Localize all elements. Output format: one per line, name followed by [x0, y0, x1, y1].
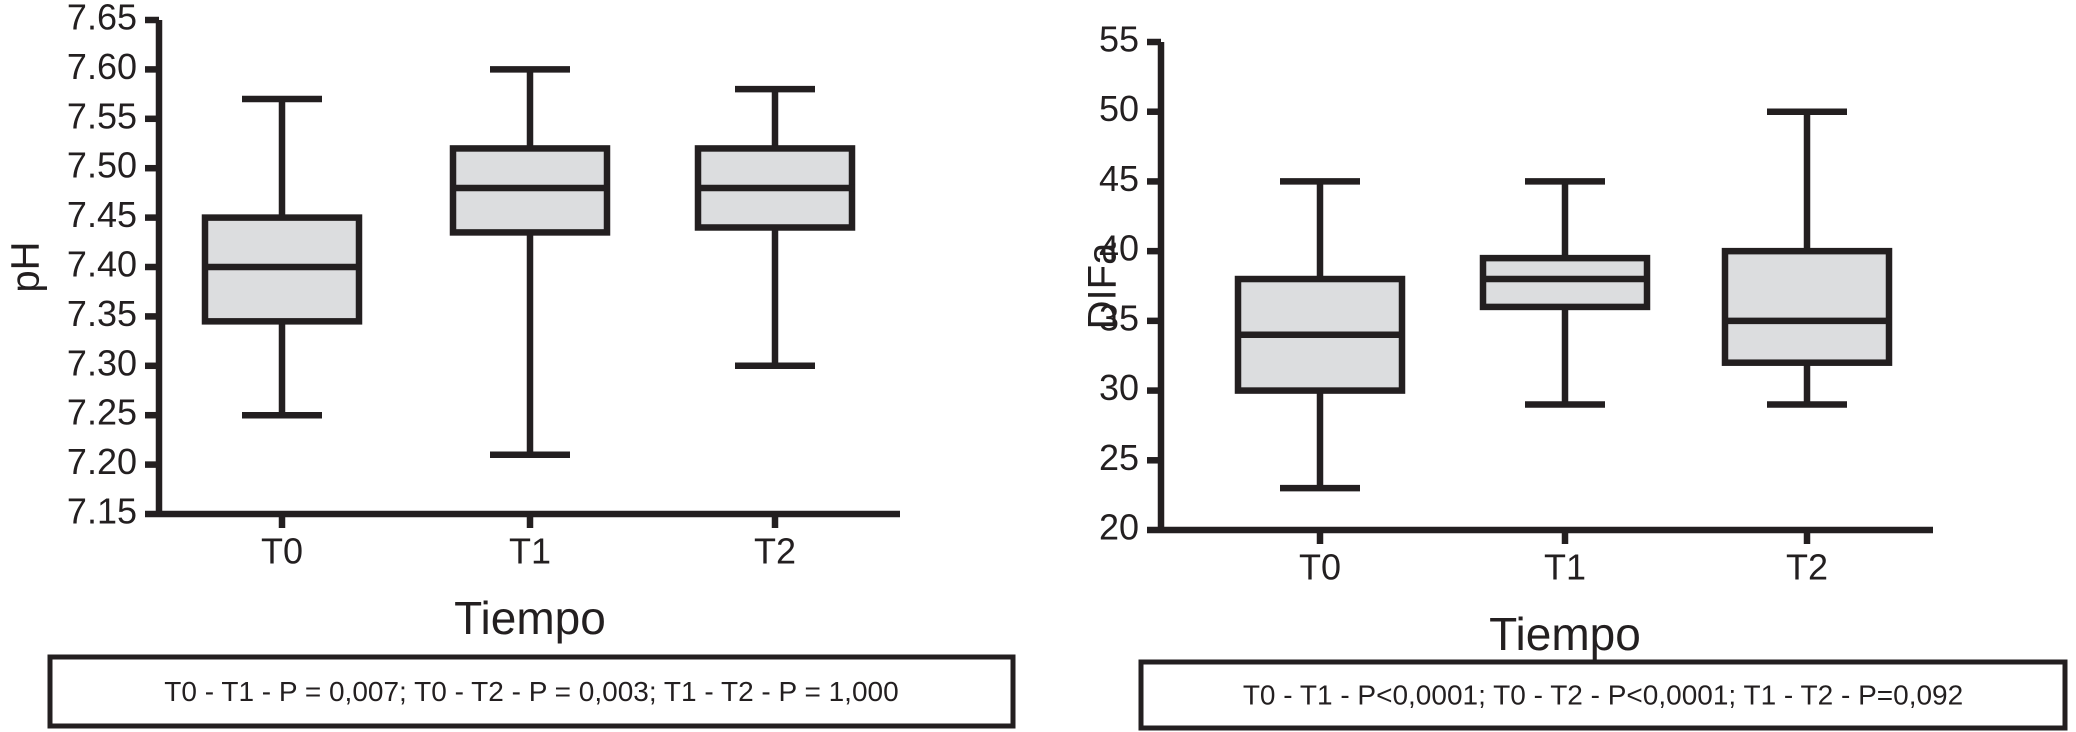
y-tick-label: 7.65: [67, 0, 137, 38]
x-tick-label: T2: [754, 531, 796, 572]
y-tick-label: 7.35: [67, 293, 137, 334]
x-axis-title: Tiempo: [454, 592, 606, 644]
y-tick-label: 7.25: [67, 392, 137, 433]
note-box: [1138, 659, 2068, 731]
y-tick-label: 7.55: [67, 95, 137, 136]
box: [1721, 247, 1893, 366]
y-tick-label: 7.45: [67, 194, 137, 235]
box: [1479, 254, 1651, 311]
x-tick-label: T0: [1299, 547, 1341, 588]
y-tick-label: 30: [1099, 367, 1139, 408]
y-tick-label: 7.60: [67, 46, 137, 87]
y-tick-label: 40: [1099, 228, 1139, 269]
y-tick-label: 45: [1099, 158, 1139, 199]
y-axis-title: pH: [4, 241, 48, 292]
x-tick-label: T1: [1544, 547, 1586, 588]
x-tick-label: T2: [1786, 547, 1828, 588]
y-tick-label: 50: [1099, 88, 1139, 129]
y-tick-label: 7.15: [67, 491, 137, 532]
y-tick-label: 25: [1099, 437, 1139, 478]
x-tick-label: T1: [509, 531, 551, 572]
y-tick-label: 7.20: [67, 441, 137, 482]
y-axis-title: DIFa: [1081, 242, 1125, 329]
note-box: [47, 654, 1016, 729]
y-tick-label: 55: [1099, 19, 1139, 60]
y-tick-label: 20: [1099, 507, 1139, 548]
y-tick-label: 7.30: [67, 342, 137, 383]
y-tick-label: 7.50: [67, 145, 137, 186]
note: T0 - T1 - P = 0,007; T0 - T2 - P = 0,003…: [164, 676, 898, 707]
y-tick-label: 7.40: [67, 244, 137, 285]
y-tick-label: 35: [1099, 297, 1139, 338]
note: T0 - T1 - P<0,0001; T0 - T2 - P<0,0001; …: [1243, 679, 1963, 710]
x-axis-title: Tiempo: [1489, 608, 1641, 660]
x-tick-label: T0: [261, 531, 303, 572]
